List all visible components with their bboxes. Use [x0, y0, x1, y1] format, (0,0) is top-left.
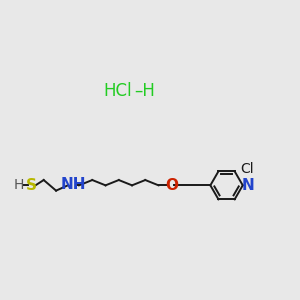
Text: Cl: Cl: [240, 162, 253, 176]
Text: –H: –H: [134, 82, 155, 100]
Text: HCl: HCl: [104, 82, 132, 100]
Text: H: H: [14, 178, 24, 192]
Text: O: O: [165, 178, 178, 193]
Text: N: N: [242, 178, 254, 193]
Text: NH: NH: [60, 177, 86, 192]
Text: S: S: [26, 178, 37, 193]
